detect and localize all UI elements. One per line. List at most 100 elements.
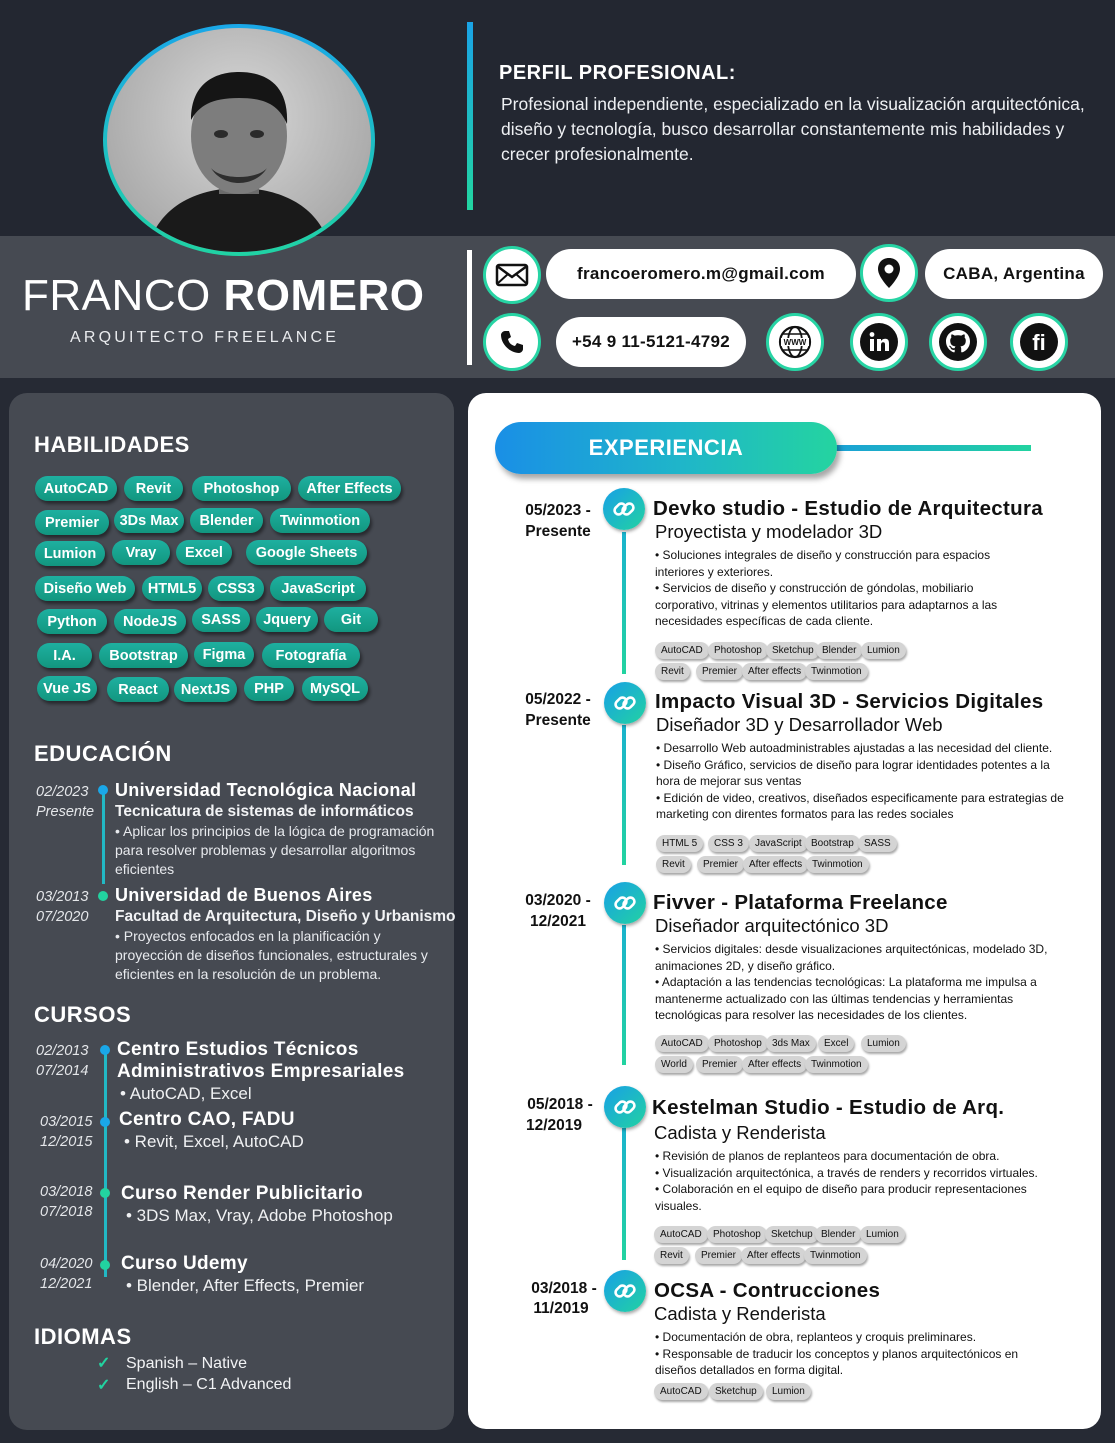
linkedin-icon[interactable] (850, 313, 908, 371)
tool-tag: Revit (655, 663, 690, 680)
experience-bullet: • Soluciones integrales de diseño y cons… (655, 548, 991, 579)
skill-tag: Vray (112, 540, 170, 565)
tool-tag: Photoshop (708, 642, 768, 659)
fiverr-icon[interactable]: fi (1010, 313, 1068, 371)
timeline-dot (98, 891, 108, 901)
tool-tag: Sketchup (709, 1383, 763, 1400)
tool-tag: Photoshop (708, 1035, 768, 1052)
tool-tag: World (655, 1056, 693, 1073)
skill-tag: Photoshop (192, 476, 291, 501)
skill-tag: Bootstrap (99, 643, 188, 668)
experience-description: • Soluciones integrales de diseño y cons… (655, 547, 1015, 630)
course-date: 12/2021 (40, 1276, 93, 1292)
education-degree: Tecnicatura de sistemas de informáticos (115, 803, 414, 820)
skill-tag: 3Ds Max (114, 508, 184, 533)
experience-company: OCSA - Contrucciones (654, 1279, 881, 1302)
skill-tag: Lumion (35, 541, 105, 566)
tool-tag: After effects (741, 1247, 807, 1264)
phone-icon[interactable] (483, 313, 541, 371)
course-skills: • Revit, Excel, AutoCAD (124, 1132, 304, 1151)
experience-date: 03/2020 - (525, 892, 591, 909)
experience-role: Cadista y Renderista (654, 1303, 826, 1324)
course-title: Administrativos Empresariales (117, 1061, 405, 1082)
education-institution: Universidad de Buenos Aires (115, 885, 373, 905)
skill-tag: Excel (176, 540, 232, 565)
experience-bullet: • Servicios de diseño y construcción de … (655, 581, 998, 629)
tool-tag: Photoshop (707, 1226, 767, 1243)
email-link[interactable]: francoeromero.m@gmail.com (546, 249, 856, 299)
skill-tag: HTML5 (142, 576, 202, 601)
experience-date: 12/2021 (529, 913, 587, 930)
tool-tag: Revit (654, 1247, 689, 1264)
profile-text: Profesional independiente, especializado… (501, 94, 1085, 164)
experience-date: Presente (525, 523, 591, 540)
tool-tag: Premier (696, 663, 744, 680)
experience-role: Diseñador 3D y Desarrollador Web (656, 714, 943, 735)
tool-tag: AutoCAD (654, 1383, 708, 1400)
tool-tag: Twinmotion (805, 1056, 868, 1073)
skill-tag: After Effects (298, 476, 401, 501)
tool-tag: Blender (815, 1226, 862, 1243)
skill-tag: JavaScript (270, 576, 366, 601)
check-icon: ✓ (97, 1355, 111, 1372)
skill-tag: I.A. (37, 643, 92, 668)
experience-company: Kestelman Studio - Estudio de Arq. (652, 1096, 1005, 1119)
full-name: FRANCO ROMERO (22, 271, 425, 321)
skill-tag: Revit (124, 476, 183, 501)
link-icon (604, 682, 646, 724)
course-title: Curso Udemy (121, 1253, 248, 1274)
course-date: 03/2015 (40, 1114, 93, 1130)
skill-tag: Vue JS (37, 676, 97, 701)
skill-tag: Google Sheets (246, 540, 367, 565)
course-title: Curso Render Publicitario (121, 1183, 363, 1204)
skill-tag: Twinmotion (270, 508, 370, 533)
experience-role: Proyectista y modelador 3D (655, 521, 883, 542)
mail-icon[interactable] (483, 246, 541, 304)
svg-text:fi: fi (1032, 330, 1045, 355)
first-name: FRANCO (22, 271, 211, 320)
tool-tag: Lumion (766, 1383, 811, 1400)
experience-timeline-line (622, 532, 626, 674)
course-date: 02/2013 (36, 1043, 89, 1059)
course-skills: • AutoCAD, Excel (120, 1084, 252, 1103)
skill-tag: Premier (35, 510, 109, 535)
education-date: 07/2020 (36, 909, 89, 925)
experience-description: • Documentación de obra, replanteos y cr… (655, 1329, 1055, 1379)
experience-header-line (830, 445, 1031, 451)
experience-timeline-line (622, 925, 626, 1065)
timeline-dot (100, 1260, 110, 1270)
experience-timeline-line (622, 1128, 626, 1260)
tool-tag: Twinmotion (804, 1247, 867, 1264)
experience-description: • Desarrollo Web autoadministrables ajus… (656, 740, 1068, 823)
experience-role: Diseñador arquitectónico 3D (655, 915, 889, 936)
tool-tag: Sketchup (766, 642, 820, 659)
tool-tag: AutoCAD (655, 642, 709, 659)
github-icon[interactable] (929, 313, 987, 371)
education-description: • Aplicar los principios de la lógica de… (115, 823, 435, 877)
job-title: ARQUITECTO FREELANCE (70, 329, 340, 346)
web-icon[interactable]: WWW (766, 313, 824, 371)
experience-company: Impacto Visual 3D - Servicios Digitales (655, 690, 1044, 713)
education-degree: Facultad de Arquitectura, Diseño y Urban… (115, 908, 456, 925)
link-icon (603, 488, 645, 530)
experience-bullet: • Diseño Gráfico, servicios de diseño pa… (656, 757, 1050, 789)
experience-date: 11/2019 (533, 1300, 589, 1317)
language-item: English – C1 Advanced (126, 1376, 292, 1393)
tool-tag: Twinmotion (806, 856, 869, 873)
phone-number[interactable]: +54 9 11-5121-4792 (556, 317, 746, 367)
experience-bullet: • Adaptación a las tendencias tecnológic… (655, 975, 1037, 1023)
course-date: 12/2015 (40, 1134, 93, 1150)
skill-tag: Blender (190, 508, 263, 533)
experience-role: Cadista y Renderista (654, 1122, 826, 1143)
tool-tag: Excel (818, 1035, 855, 1052)
skill-tag: Python (37, 609, 107, 634)
course-date: 07/2014 (36, 1063, 89, 1079)
experience-bullet: • Visualización arquitectónica, a través… (655, 1165, 1038, 1180)
link-icon (604, 1086, 646, 1128)
education-date: Presente (36, 804, 95, 820)
tool-tag: Lumion (861, 1035, 906, 1052)
tool-tag: Revit (656, 856, 691, 873)
link-icon (604, 882, 646, 924)
experience-date: Presente (525, 712, 591, 729)
skill-tag: SASS (192, 607, 250, 632)
